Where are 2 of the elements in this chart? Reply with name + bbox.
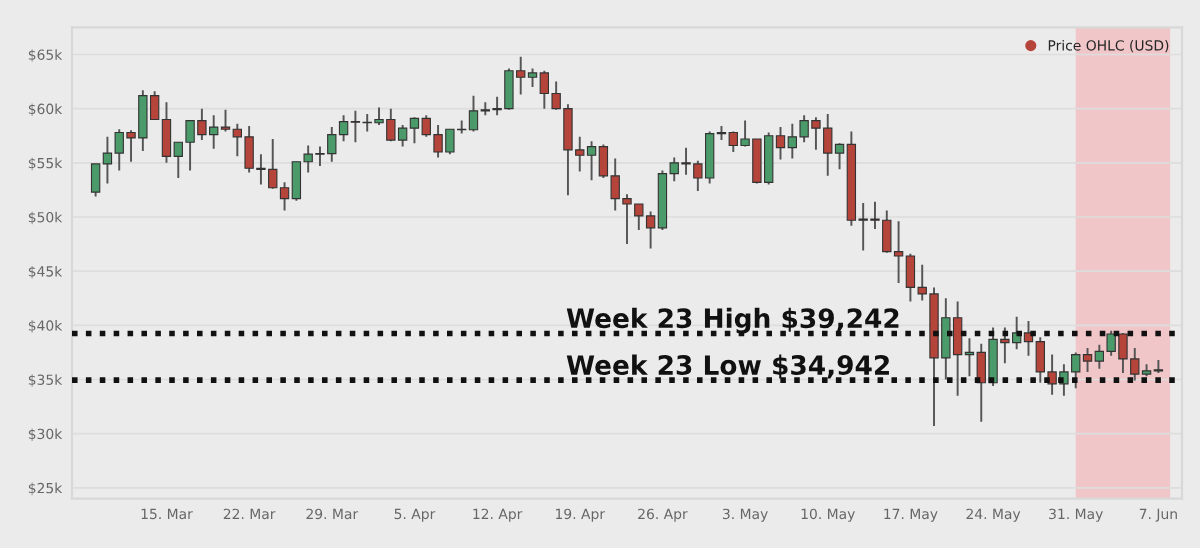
- ref-line-label: Week 23 High $39,242: [566, 307, 899, 334]
- ref-line-label: Week 23 Low $34,942: [566, 354, 889, 379]
